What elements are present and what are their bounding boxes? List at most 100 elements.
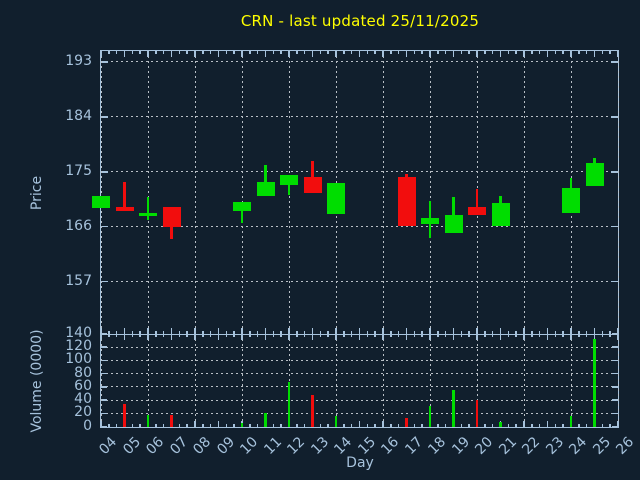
x-tick bbox=[264, 51, 267, 57]
x-tick-label-text: 20 bbox=[472, 434, 497, 458]
volume-tick bbox=[101, 372, 107, 375]
x-tick bbox=[601, 423, 604, 427]
price-tick bbox=[611, 171, 618, 173]
x-tick bbox=[421, 331, 423, 334]
x-tick bbox=[100, 51, 102, 57]
volume-gridline bbox=[101, 386, 618, 388]
x-tick bbox=[382, 51, 384, 57]
x-tick bbox=[194, 51, 196, 57]
x-tick bbox=[131, 51, 134, 54]
x-tick bbox=[288, 51, 290, 57]
volume-gridline bbox=[101, 359, 618, 361]
x-tick bbox=[437, 334, 439, 337]
x-tick-label-text: 12 bbox=[284, 434, 309, 458]
x-tick bbox=[374, 51, 376, 54]
x-tick bbox=[476, 328, 478, 334]
volume-tick bbox=[101, 386, 107, 388]
x-tick bbox=[225, 334, 228, 337]
x-tick bbox=[139, 331, 141, 334]
day-gridline bbox=[476, 334, 478, 427]
volume-tick bbox=[612, 359, 618, 362]
day-gridline bbox=[570, 334, 572, 427]
x-tick bbox=[546, 328, 549, 334]
price-gridline bbox=[101, 61, 618, 63]
volume-tick-label: 80 bbox=[74, 364, 92, 381]
x-tick bbox=[303, 51, 306, 54]
day-gridline bbox=[335, 334, 337, 427]
volume-bar bbox=[569, 416, 573, 427]
x-tick bbox=[343, 331, 345, 334]
x-tick bbox=[397, 423, 400, 427]
x-tick bbox=[108, 423, 110, 427]
x-tick bbox=[538, 423, 541, 427]
x-tick bbox=[491, 51, 494, 54]
x-tick bbox=[374, 334, 376, 337]
x-tick bbox=[202, 331, 204, 334]
volume-bar bbox=[240, 422, 244, 427]
x-tick bbox=[202, 423, 204, 427]
x-tick bbox=[280, 51, 282, 54]
x-tick bbox=[554, 423, 557, 427]
volume-tick bbox=[612, 412, 618, 415]
x-tick bbox=[217, 51, 220, 57]
x-tick bbox=[507, 334, 510, 337]
x-tick-label-text: 05 bbox=[119, 434, 144, 458]
x-tick bbox=[147, 334, 149, 340]
x-tick bbox=[570, 51, 572, 57]
x-tick bbox=[491, 331, 494, 334]
day-gridline bbox=[147, 334, 149, 427]
day-gridline bbox=[241, 51, 243, 334]
x-tick bbox=[131, 334, 134, 337]
candle-wick bbox=[475, 189, 479, 216]
x-tick bbox=[358, 51, 361, 57]
candle-body bbox=[468, 206, 486, 216]
x-tick bbox=[554, 334, 557, 337]
x-tick bbox=[194, 328, 196, 334]
volume-tick-label: 140 bbox=[65, 325, 92, 341]
x-tick bbox=[484, 334, 486, 337]
x-tick bbox=[546, 51, 549, 57]
x-tick-label-text: 11 bbox=[260, 434, 285, 458]
price-tick-label: 157 bbox=[65, 272, 92, 289]
volume-gridline bbox=[101, 346, 618, 348]
x-tick bbox=[460, 423, 463, 427]
volume-tick-label: 120 bbox=[65, 338, 92, 355]
day-gridline bbox=[617, 334, 619, 427]
candle-body bbox=[397, 177, 416, 227]
candle-wick bbox=[240, 202, 244, 223]
price-panel bbox=[100, 50, 619, 335]
volume-tick bbox=[612, 425, 618, 428]
x-tick bbox=[115, 331, 118, 334]
x-tick bbox=[327, 51, 329, 54]
x-tick bbox=[178, 334, 181, 337]
x-tick bbox=[601, 334, 604, 337]
volume-bar bbox=[428, 406, 432, 427]
x-tick bbox=[546, 334, 549, 340]
volume-tick-label: 100 bbox=[65, 351, 92, 368]
candle-body bbox=[162, 206, 181, 227]
price-gridline bbox=[101, 171, 618, 173]
day-gridline bbox=[523, 334, 525, 427]
x-tick bbox=[186, 334, 188, 337]
x-tick bbox=[108, 334, 110, 337]
day-gridline bbox=[100, 334, 102, 427]
x-tick bbox=[476, 334, 478, 340]
volume-tick bbox=[101, 333, 107, 335]
x-tick bbox=[397, 51, 400, 54]
x-tick bbox=[256, 334, 259, 337]
volume-tick bbox=[612, 399, 618, 401]
candle-body bbox=[92, 196, 110, 209]
x-tick bbox=[554, 51, 557, 54]
x-tick bbox=[272, 334, 275, 337]
x-tick bbox=[507, 51, 510, 54]
candle-body bbox=[280, 174, 298, 186]
x-tick bbox=[319, 51, 322, 54]
candle-body bbox=[444, 215, 463, 233]
volume-tick-label: 40 bbox=[74, 391, 92, 408]
x-tick bbox=[343, 423, 345, 427]
x-tick bbox=[115, 51, 118, 54]
x-tick bbox=[523, 328, 525, 334]
x-tick bbox=[499, 334, 502, 340]
x-tick-label-text: 26 bbox=[613, 434, 638, 458]
x-tick bbox=[288, 328, 290, 334]
